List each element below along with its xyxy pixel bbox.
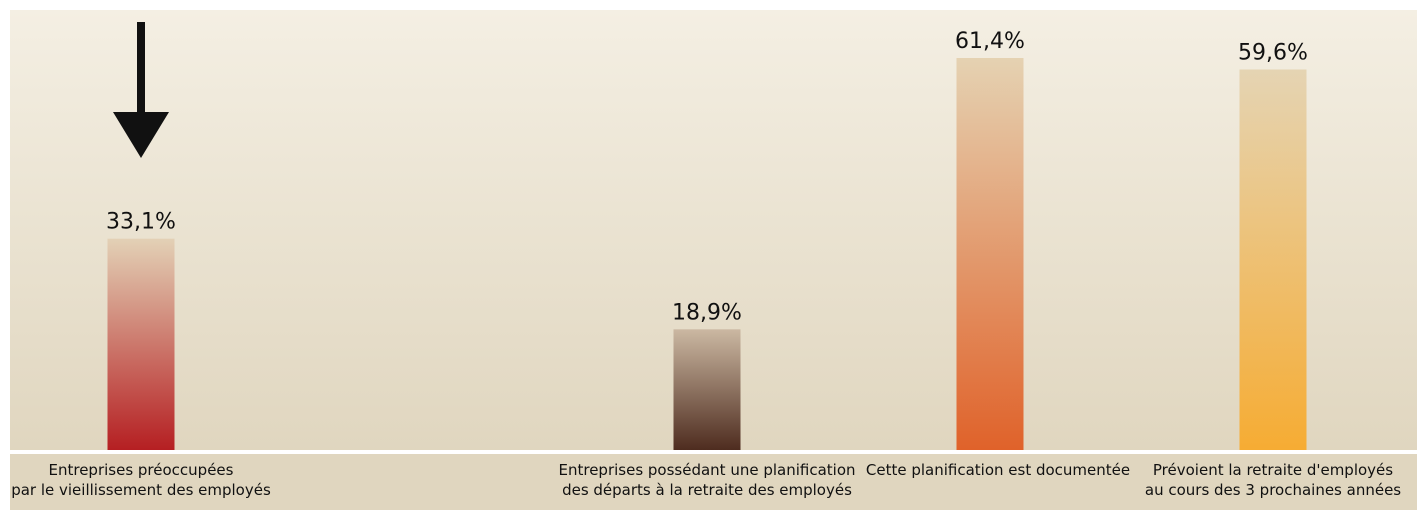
label-band bbox=[10, 454, 1417, 510]
category-label: Cette planification est documentée bbox=[866, 461, 1130, 479]
bar bbox=[673, 329, 741, 450]
category-label: Prévoient la retraite d'employés bbox=[1153, 461, 1393, 479]
category-label: par le vieillissement des employés bbox=[11, 481, 271, 499]
bars-group bbox=[107, 58, 1307, 451]
arrow-down-icon bbox=[113, 112, 169, 158]
bar-value-label: 33,1% bbox=[106, 210, 176, 235]
category-label: des départs à la retraite des employés bbox=[562, 481, 852, 499]
value-labels-group: 33,1% 18,9% 61,4% 59,6% bbox=[106, 29, 1308, 325]
bar-value-label: 59,6% bbox=[1238, 40, 1308, 65]
arrow-shaft bbox=[137, 22, 145, 114]
category-label: au cours des 3 prochaines années bbox=[1145, 481, 1401, 499]
annotations-group bbox=[113, 22, 169, 158]
category-label: Entreprises préoccupées bbox=[49, 461, 234, 479]
baseline bbox=[10, 450, 1417, 454]
bar bbox=[1239, 69, 1307, 451]
category-label: Entreprises possédant une planification bbox=[558, 461, 855, 479]
bar bbox=[107, 238, 175, 450]
bar-value-label: 61,4% bbox=[955, 29, 1025, 54]
bar bbox=[956, 58, 1024, 450]
category-labels-group: Entreprises préoccupées par le vieillisse… bbox=[11, 461, 1401, 499]
bar-value-label: 18,9% bbox=[672, 300, 742, 325]
